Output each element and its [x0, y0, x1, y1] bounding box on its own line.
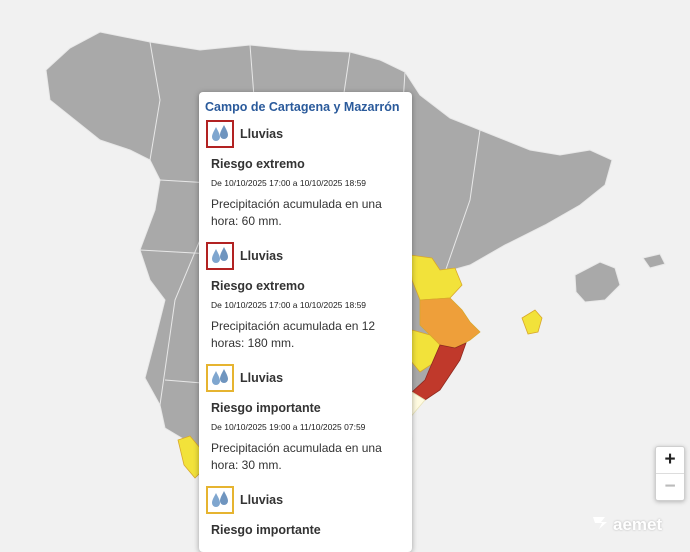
- alert-level: Riesgo extremo: [211, 279, 305, 293]
- ibiza[interactable]: [521, 309, 543, 335]
- warning-popup: Campo de Cartagena y Mazarrón Lluvias Ri…: [199, 92, 412, 552]
- alert-description: Precipitación acumulada en 12 horas: 180…: [211, 319, 376, 350]
- alert-period: De 10/10/2025 17:00 a 10/10/2025 18:59: [211, 300, 367, 310]
- alert-item: Lluvias Riesgo extremo De 10/10/2025 17:…: [205, 242, 402, 352]
- warning-zone-yellow-north[interactable]: [409, 254, 463, 301]
- warning-zone-red-alicante-murcia[interactable]: [411, 342, 467, 401]
- aemet-logo: aemet: [591, 514, 662, 535]
- popup-title: Campo de Cartagena y Mazarrón: [205, 100, 400, 114]
- zoom-in-button[interactable]: +: [656, 447, 684, 474]
- alert-period: De 10/10/2025 19:00 a 11/10/2025 07:59: [211, 422, 366, 432]
- alert-level: Riesgo importante: [211, 401, 321, 415]
- alert-period: De 10/10/2025 17:00 a 10/10/2025 18:59: [211, 178, 367, 188]
- alert-item: Lluvias Riesgo extremo De 10/10/2025 17:…: [205, 120, 402, 230]
- menorca[interactable]: [642, 253, 666, 269]
- alert-description: Precipitación acumulada en una hora: 30 …: [211, 441, 382, 472]
- alert-description: Precipitación acumulada en una hora: 60 …: [211, 197, 382, 228]
- alert-level: Riesgo extremo: [211, 157, 305, 171]
- rain-drops-icon: [206, 242, 234, 270]
- aemet-logo-text: aemet: [613, 514, 663, 534]
- alert-phenomenon: Lluvias: [240, 127, 284, 141]
- alert-phenomenon: Lluvias: [240, 493, 284, 507]
- aemet-mark-icon: [591, 514, 611, 535]
- rain-drops-icon: [206, 486, 234, 514]
- mallorca[interactable]: [574, 261, 621, 303]
- zoom-control: + −: [655, 446, 685, 501]
- warning-zone-orange-valencia[interactable]: [419, 297, 481, 349]
- alert-item: Lluvias Riesgo importante: [205, 486, 402, 537]
- alert-phenomenon: Lluvias: [240, 371, 284, 385]
- rain-drops-icon: [206, 120, 234, 148]
- alert-item: Lluvias Riesgo importante De 10/10/2025 …: [205, 364, 402, 474]
- rain-drops-icon: [206, 364, 234, 392]
- alert-phenomenon: Lluvias: [240, 249, 284, 263]
- alert-level: Riesgo importante: [211, 523, 321, 537]
- zoom-out-button[interactable]: −: [664, 476, 676, 497]
